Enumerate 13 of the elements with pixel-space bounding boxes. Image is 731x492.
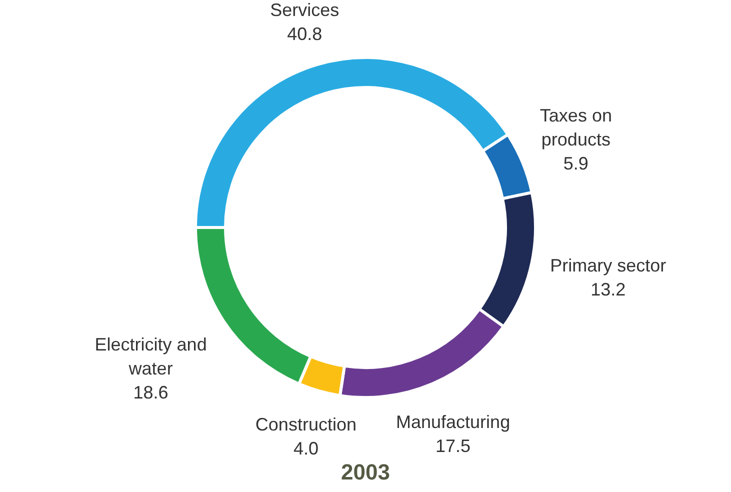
text: 2003 (341, 459, 390, 484)
data-label: 17.5 (436, 436, 471, 456)
slice-label: Taxes on products (540, 105, 612, 150)
slice-label: Electricity and water (94, 334, 207, 378)
data-label: 18.6 (133, 382, 168, 402)
data-label: 5.9 (563, 153, 588, 174)
data-label: 4.0 (293, 438, 318, 458)
slice-label: Manufacturing (396, 412, 510, 432)
data-label: 13.2 (590, 280, 626, 300)
data-label: 40.8 (287, 24, 322, 44)
slice-label: Services (270, 0, 340, 20)
slice-label: Primary sector (550, 256, 666, 276)
slice-label: Construction (255, 414, 356, 434)
